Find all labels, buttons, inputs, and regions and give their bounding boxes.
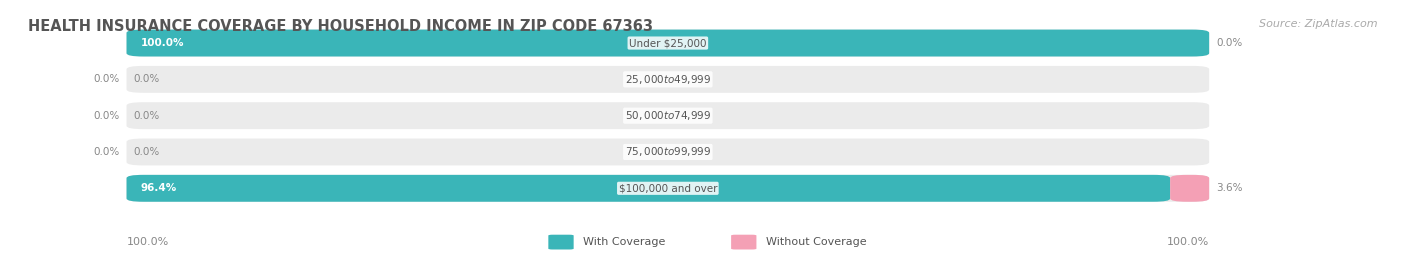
Text: $25,000 to $49,999: $25,000 to $49,999 — [624, 73, 711, 86]
Text: 0.0%: 0.0% — [134, 147, 160, 157]
Text: 96.4%: 96.4% — [141, 183, 177, 193]
Text: 100.0%: 100.0% — [127, 237, 169, 247]
Text: 3.6%: 3.6% — [1216, 183, 1243, 193]
Text: 0.0%: 0.0% — [93, 147, 120, 157]
FancyBboxPatch shape — [548, 235, 574, 250]
FancyBboxPatch shape — [127, 66, 1209, 93]
Text: 0.0%: 0.0% — [1216, 38, 1243, 48]
Text: With Coverage: With Coverage — [583, 237, 666, 247]
FancyBboxPatch shape — [127, 139, 1209, 165]
FancyBboxPatch shape — [127, 175, 1170, 202]
Text: 0.0%: 0.0% — [93, 111, 120, 121]
Text: HEALTH INSURANCE COVERAGE BY HOUSEHOLD INCOME IN ZIP CODE 67363: HEALTH INSURANCE COVERAGE BY HOUSEHOLD I… — [28, 19, 654, 34]
FancyBboxPatch shape — [1170, 175, 1209, 202]
Text: 0.0%: 0.0% — [93, 74, 120, 84]
FancyBboxPatch shape — [127, 102, 1209, 129]
FancyBboxPatch shape — [731, 235, 756, 250]
Text: 0.0%: 0.0% — [134, 111, 160, 121]
FancyBboxPatch shape — [127, 30, 1209, 56]
Text: $100,000 and over: $100,000 and over — [619, 183, 717, 193]
Text: Without Coverage: Without Coverage — [766, 237, 868, 247]
Text: 100.0%: 100.0% — [1167, 237, 1209, 247]
Text: $50,000 to $74,999: $50,000 to $74,999 — [624, 109, 711, 122]
Text: Source: ZipAtlas.com: Source: ZipAtlas.com — [1260, 19, 1378, 29]
Text: 0.0%: 0.0% — [134, 74, 160, 84]
Text: Under $25,000: Under $25,000 — [628, 38, 707, 48]
Text: 100.0%: 100.0% — [141, 38, 184, 48]
Text: $75,000 to $99,999: $75,000 to $99,999 — [624, 146, 711, 158]
FancyBboxPatch shape — [127, 30, 1209, 56]
FancyBboxPatch shape — [127, 175, 1209, 202]
